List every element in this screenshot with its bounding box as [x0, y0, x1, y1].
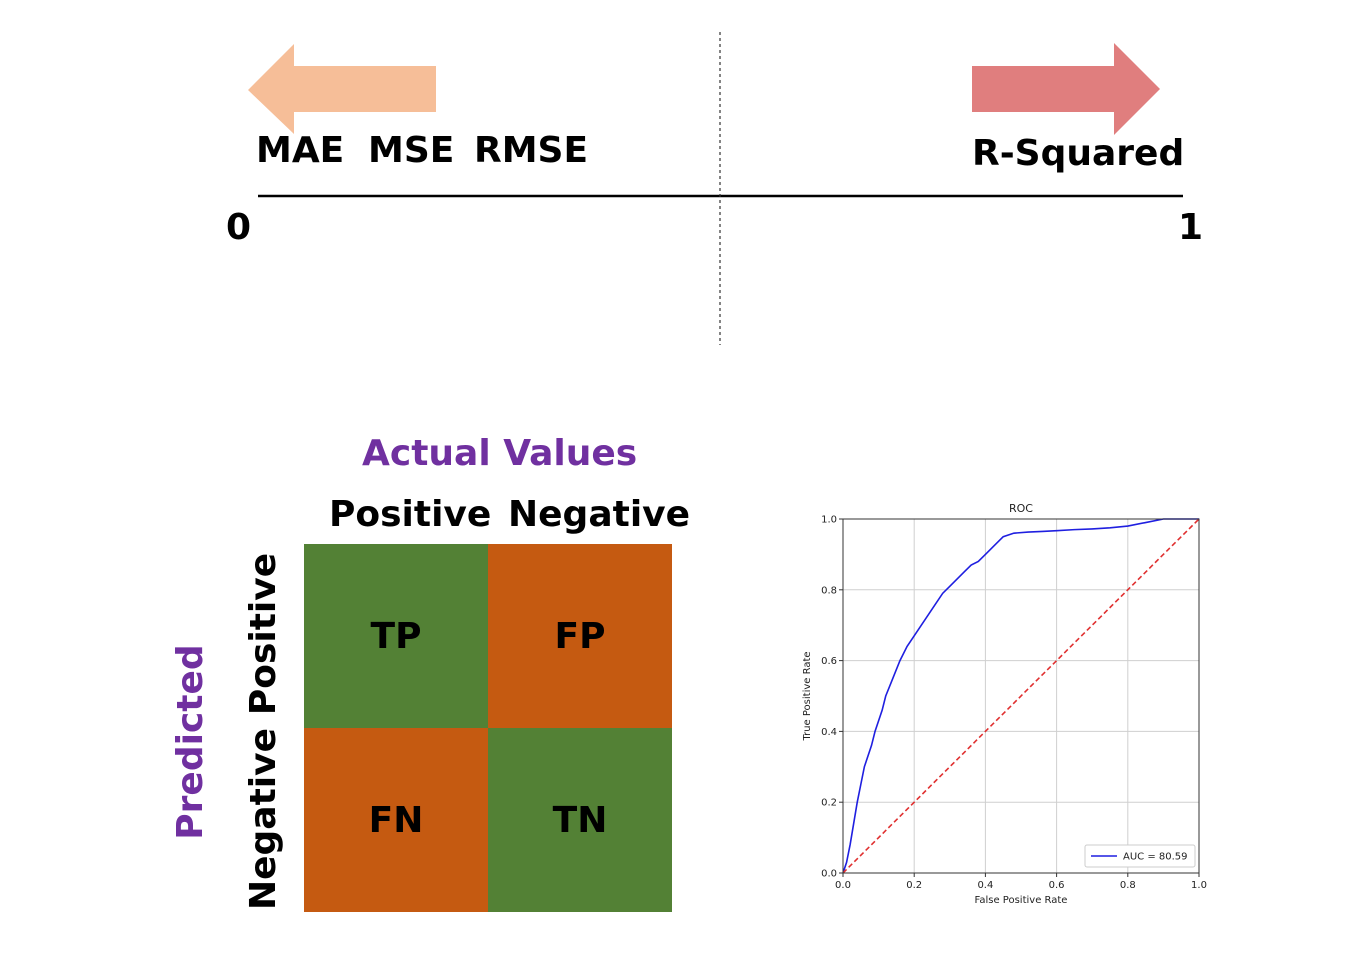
cell-tp-label: TP — [370, 615, 422, 657]
mae-label: MAE — [256, 130, 345, 171]
cell-false-negative: FN — [304, 728, 488, 912]
predicted-title: Predicted — [170, 644, 211, 840]
cell-fp-label: FP — [554, 615, 606, 657]
roc-curve-line — [842, 518, 1199, 874]
chart-title: ROC — [1009, 502, 1033, 515]
x-tick-label: 1.0 — [1191, 880, 1207, 891]
cell-false-positive: FP — [488, 544, 672, 728]
rmse-label: RMSE — [474, 130, 589, 171]
row-label-positive: Positive — [243, 552, 284, 716]
cell-true-negative: TN — [488, 728, 672, 912]
r-squared-label: R-Squared — [972, 133, 1185, 174]
plot-frame — [842, 518, 1200, 874]
row-label-negative: Negative — [243, 727, 284, 911]
left-arrow-icon — [248, 44, 436, 134]
cell-tn-label: TN — [552, 799, 608, 841]
col-label-positive: Positive — [329, 494, 492, 535]
y-tick-label: 1.0 — [821, 515, 837, 526]
y-tick-label: 0.6 — [821, 656, 837, 667]
scale-min-label: 0 — [226, 207, 252, 248]
legend-box — [1084, 844, 1196, 868]
actual-values-title: Actual Values — [362, 433, 638, 474]
right-arrow-icon — [972, 43, 1160, 135]
cell-true-positive: TP — [304, 544, 488, 728]
y-tick-label: 0.4 — [821, 727, 837, 738]
x-tick-label: 0.4 — [977, 880, 993, 891]
legend-label: AUC = 80.59 — [1123, 852, 1188, 863]
scale-graphics — [248, 32, 1183, 345]
y-tick-label: 0.2 — [821, 798, 837, 809]
x-axis-label: False Positive Rate — [975, 895, 1068, 906]
x-tick-label: 0.2 — [906, 880, 922, 891]
col-label-negative: Negative — [508, 494, 691, 535]
y-axis-label: True Positive Rate — [802, 651, 813, 741]
x-tick-label: 0.0 — [835, 880, 851, 891]
x-tick-label: 0.6 — [1049, 880, 1065, 891]
roc-chart: 0.0 0.2 0.4 0.6 0.8 1.0 0.0 0.2 0.4 0.6 0.8 1.0 ROC F… — [802, 502, 1207, 906]
mse-label: MSE — [368, 130, 455, 171]
y-tick-label: 0.0 — [821, 869, 837, 880]
y-tick-label: 0.8 — [821, 585, 837, 596]
scale-max-label: 1 — [1178, 207, 1204, 248]
cell-fn-label: FN — [368, 799, 424, 841]
x-tick-label: 0.8 — [1120, 880, 1136, 891]
chance-diagonal-line — [842, 518, 1200, 874]
